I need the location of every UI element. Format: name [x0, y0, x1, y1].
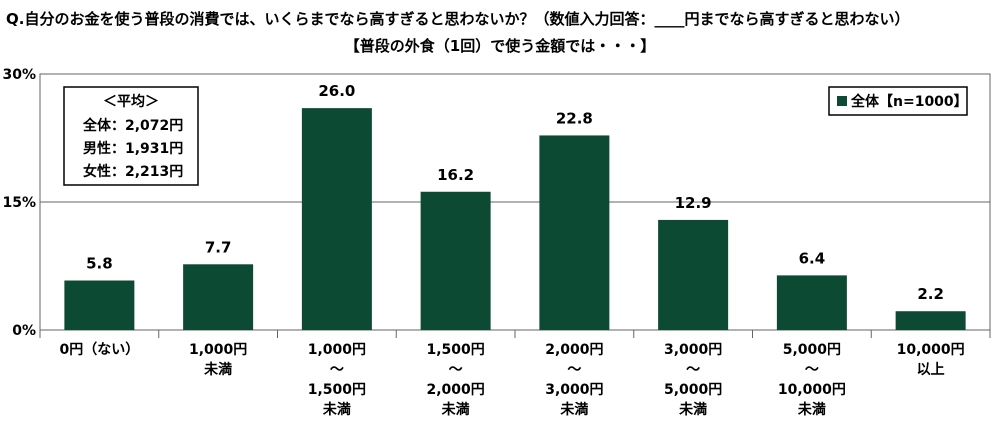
bar-value-label: 26.0 [318, 82, 355, 100]
category-label-line: 2,000円 [545, 342, 603, 358]
bar-value-label: 2.2 [917, 285, 944, 303]
average-female: 女性：2,213円 [83, 163, 183, 180]
category-label: 3,000円 ～ 5,000円未満 [664, 342, 722, 418]
category-label-line: 以上 [917, 362, 945, 378]
category-label-line: 未満 [204, 361, 232, 378]
category-label: 1,000円 ～ 1,500円未満 [308, 342, 366, 418]
bar [776, 275, 847, 330]
category-label-line: 2,000円 [426, 382, 484, 398]
category-label-line: ～ [567, 362, 581, 378]
category-label-line: 未満 [798, 401, 826, 418]
legend: 全体【n=1000】 [828, 86, 968, 116]
bars [64, 108, 966, 330]
value-labels: 5.8 7.7 26.0 16.2 22.8 12.9 6.4 2.2 [86, 82, 944, 303]
category-label-line: 未満 [323, 401, 351, 418]
bar-value-label: 22.8 [556, 109, 593, 127]
chart-subtitle: 【普段の外食（1回）で使う金額では・・・】 [345, 37, 655, 55]
bar [539, 135, 610, 330]
bar [183, 264, 254, 330]
average-box: ＜平均＞ 全体：2,072円 男性：1,931円 女性：2,213円 [63, 86, 199, 186]
category-label-line: 10,000円 [897, 342, 965, 358]
category-label-line: 1,500円 [308, 382, 366, 398]
y-axis-ticks: 0% 15% 30% [2, 67, 36, 339]
bar-value-label: 5.8 [86, 255, 113, 273]
category-label-line: 1,000円 [308, 342, 366, 358]
bar [420, 191, 491, 330]
category-label: 0円（ない） [60, 342, 140, 358]
category-label-line: 10,000円 [778, 382, 846, 398]
category-label-line: ～ [330, 362, 344, 378]
category-label-line: 未満 [560, 401, 588, 418]
category-label-line: ～ [805, 362, 819, 378]
category-label-line: 5,000円 [664, 382, 722, 398]
bar-value-label: 7.7 [205, 238, 232, 256]
legend-frame [828, 86, 968, 116]
category-label-line: 5,000円 [783, 342, 841, 358]
bar [658, 219, 729, 330]
category-label-line: ～ [686, 362, 700, 378]
legend-swatch [837, 96, 847, 106]
legend-label: 全体【n=1000】 [850, 93, 968, 110]
category-label-line: ～ [449, 362, 463, 378]
category-label-line: 1,500円 [426, 342, 484, 358]
bar [301, 108, 372, 330]
bar-value-label: 6.4 [799, 249, 826, 267]
bar [64, 280, 135, 330]
category-label-line: 3,000円 [664, 342, 722, 358]
chart-title: Q.自分のお金を使う普段の消費では、いくらまでなら高すぎると思わないか？（数値入… [6, 10, 909, 28]
average-overall: 全体：2,072円 [82, 117, 183, 134]
category-label: 1,000円未満 [189, 342, 247, 378]
category-label: 1,500円 ～ 2,000円未満 [426, 342, 484, 418]
bar [895, 311, 966, 330]
category-label-line: 未満 [442, 401, 470, 418]
category-label: 2,000円 ～ 3,000円未満 [545, 342, 603, 418]
category-label-line: 0円（ない） [60, 342, 140, 358]
average-box-frame [63, 86, 199, 186]
category-label-line: 1,000円 [189, 342, 247, 358]
bar-value-label: 16.2 [437, 166, 474, 184]
category-label: 10,000円以上 [897, 342, 965, 378]
y-tick-label: 30% [2, 67, 36, 83]
category-dividers [39, 330, 991, 338]
category-label: 5,000円 ～ 10,000円未満 [778, 342, 846, 418]
y-tick-label: 0% [12, 323, 36, 339]
category-label-line: 未満 [679, 401, 707, 418]
average-box-title: ＜平均＞ [103, 93, 159, 110]
bar-value-label: 12.9 [675, 194, 712, 212]
average-male: 男性：1,931円 [83, 140, 183, 157]
category-label-line: 3,000円 [545, 382, 603, 398]
y-tick-label: 15% [2, 195, 36, 211]
